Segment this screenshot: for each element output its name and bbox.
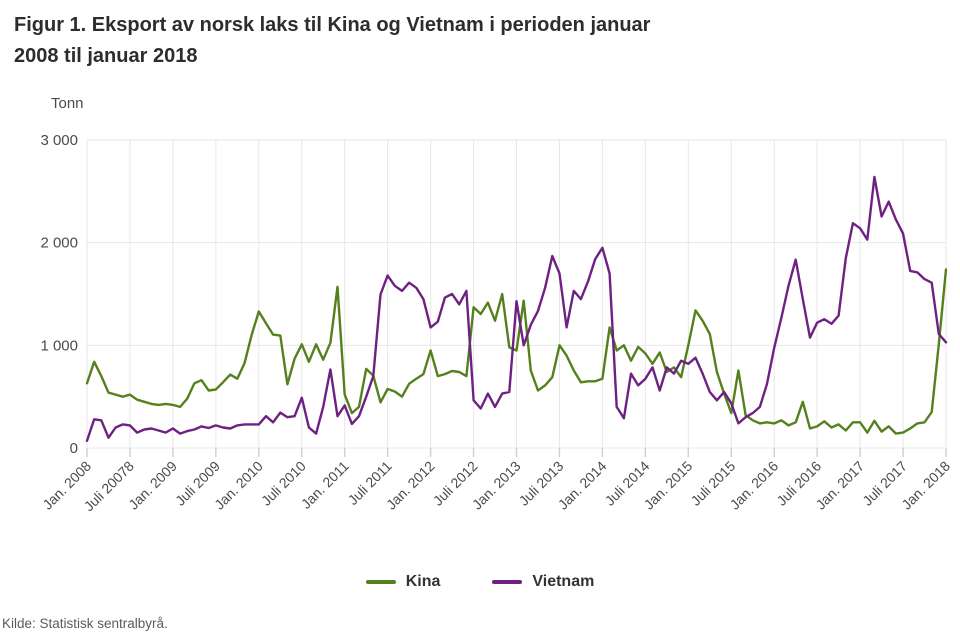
figure-title-line1: Figur 1. Eksport av norsk laks til Kina … bbox=[14, 14, 651, 36]
y-axis-unit-label: Tonn bbox=[51, 95, 84, 112]
legend-item-kina: Kina bbox=[365, 573, 441, 591]
vietnam-line-swatch bbox=[492, 580, 523, 584]
chart-legend: Kina Vietnam bbox=[0, 573, 960, 591]
source-note: Kilde: Statistisk sentralbyrå. bbox=[2, 616, 168, 631]
figure-title-line2: 2008 til januar 2018 bbox=[14, 45, 198, 67]
y-tick-label: 3 000 bbox=[40, 132, 78, 149]
vietnam-line bbox=[85, 175, 948, 442]
legend-label-vietnam: Vietnam bbox=[532, 573, 595, 590]
y-tick-label: 1 000 bbox=[40, 337, 78, 354]
y-tick-label: 2 000 bbox=[40, 235, 78, 252]
kina-line bbox=[85, 268, 948, 435]
legend-item-vietnam: Vietnam bbox=[492, 573, 594, 591]
legend-label-kina: Kina bbox=[405, 573, 441, 590]
kina-line-swatch bbox=[365, 580, 396, 584]
x-tick-label: Jan. 2011 bbox=[298, 458, 352, 512]
y-tick-label: 0 bbox=[70, 440, 78, 457]
figure-title: Figur 1. Eksport av norsk laks til Kina … bbox=[14, 10, 914, 72]
